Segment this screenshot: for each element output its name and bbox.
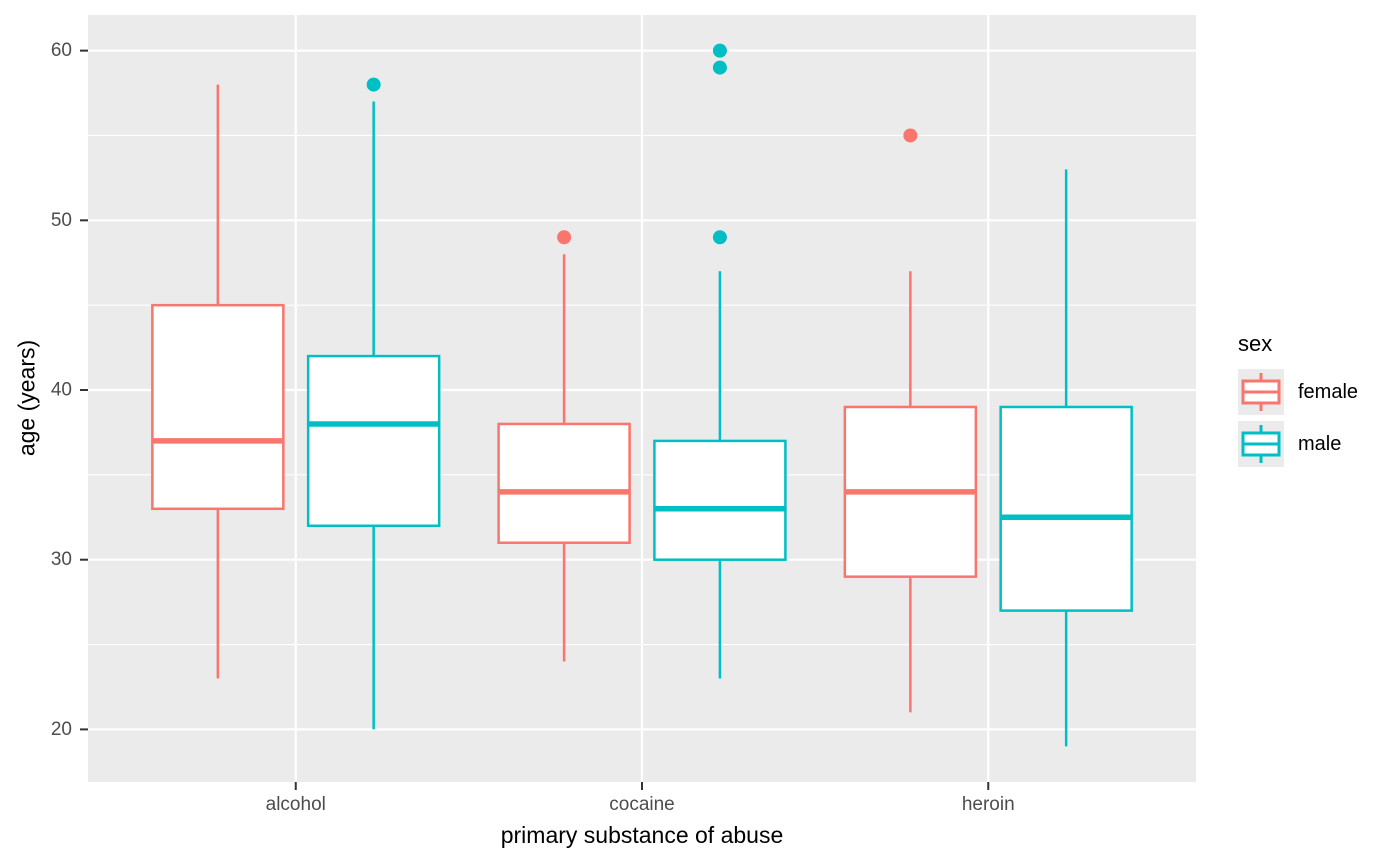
x-tick-label: heroin xyxy=(962,794,1015,815)
y-tick-label: 30 xyxy=(51,549,72,570)
x-axis-title: primary substance of abuse xyxy=(500,822,784,848)
y-axis-title: age (years) xyxy=(13,339,40,457)
outlier-dot-male-cocaine xyxy=(712,43,727,58)
outlier-dot-female-cocaine xyxy=(557,230,572,245)
legend-title: sex xyxy=(1238,331,1273,356)
y-tick-label: 40 xyxy=(51,380,72,401)
boxplot-key-icon xyxy=(1238,369,1284,415)
outlier-dot-male-alcohol xyxy=(366,77,381,92)
box-female-cocaine xyxy=(497,422,631,544)
y-tick-label: 20 xyxy=(51,719,72,740)
boxplot-key-icon xyxy=(1238,421,1284,467)
box-female-alcohol xyxy=(151,303,285,511)
legend-item-female: female xyxy=(1238,369,1358,415)
y-tick-label: 50 xyxy=(51,210,72,231)
legend-item-male: male xyxy=(1238,421,1358,467)
outlier-dot-male-cocaine xyxy=(712,60,727,75)
box-male-cocaine xyxy=(653,439,787,561)
legend-label-female: female xyxy=(1298,380,1359,403)
box-male-alcohol xyxy=(306,354,441,528)
y-tick-label: 60 xyxy=(51,40,72,61)
legend-label-male: male xyxy=(1298,432,1342,455)
x-tick-label: cocaine xyxy=(609,794,675,815)
legend: sex female male xyxy=(1238,331,1358,473)
outlier-dot-female-heroin xyxy=(903,128,918,143)
outlier-dot-male-cocaine xyxy=(712,230,727,245)
x-tick-label: alcohol xyxy=(266,794,326,815)
box-male-heroin xyxy=(999,405,1133,612)
